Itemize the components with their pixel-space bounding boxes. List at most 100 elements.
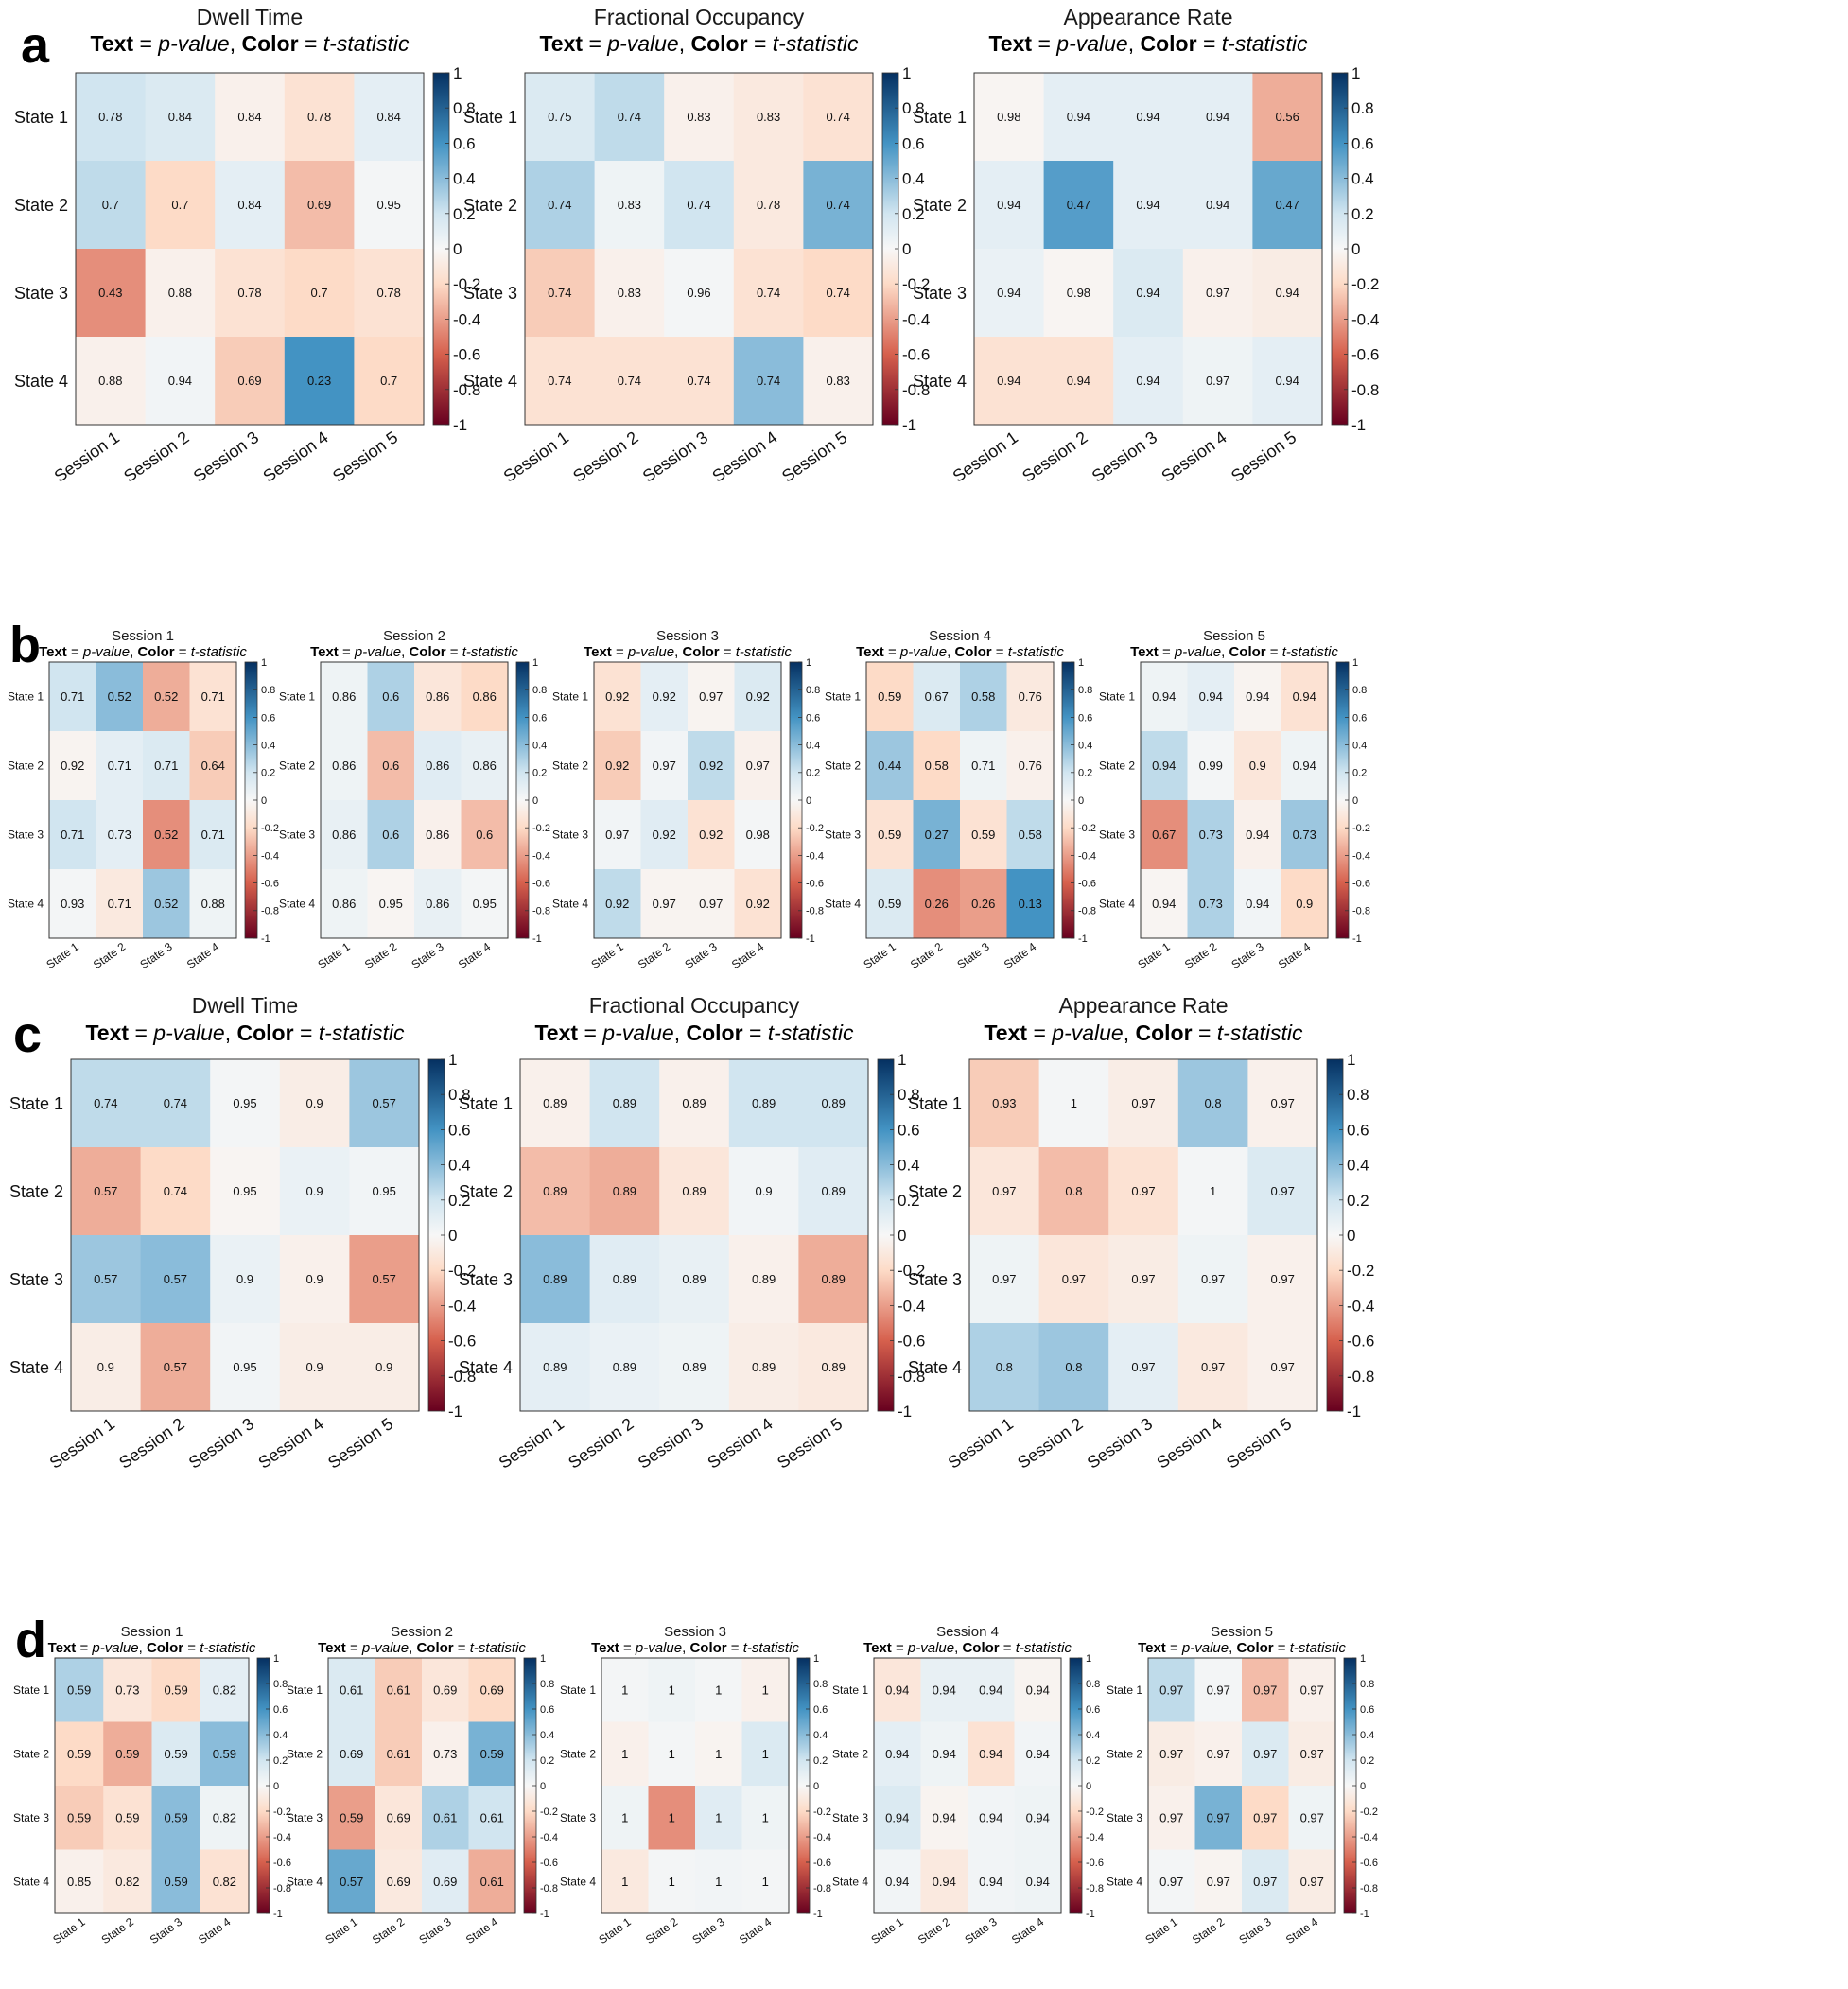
cell-value-label: 0.9: [1249, 759, 1266, 773]
subtitle-comma: ,: [1221, 644, 1229, 660]
cell-value-label: 0.59: [115, 1810, 139, 1824]
subtitle-comma: ,: [954, 1640, 962, 1656]
heatmap-subtitle: Text = p-value, Color = t-statistic: [48, 1640, 256, 1656]
row-tick-label: State 4: [459, 1358, 513, 1377]
colorbar-tick-label: -0.8: [813, 1883, 831, 1894]
subtitle-color-word: Color: [237, 1021, 294, 1045]
subtitle-eq2: =: [720, 644, 736, 660]
subtitle-eq2: =: [446, 644, 462, 660]
cell-value-label: 1: [762, 1810, 769, 1824]
cell-value-label: 0.69: [480, 1683, 504, 1697]
heatmap-cell: [200, 1658, 250, 1722]
cell-value-label: 0.73: [433, 1747, 457, 1761]
cell-value-label: 0.89: [543, 1096, 567, 1110]
colorbar-tick-label: 0: [1078, 795, 1084, 807]
heatmap-cell: [803, 73, 874, 162]
col-tick-label: Session 3: [639, 427, 711, 486]
colorbar-tick-label: -1: [813, 1909, 823, 1920]
cell-value-label: 0.94: [1152, 897, 1176, 911]
cell-value-label: 0.71: [61, 828, 84, 842]
colorbar-tick-label: -0.2: [1086, 1806, 1104, 1818]
colorbar-tick-label: 0.4: [532, 740, 547, 751]
colorbar-tick-label: 0.4: [273, 1730, 288, 1741]
cell-value-label: 0.97: [1206, 374, 1229, 388]
cell-value-label: 0.97: [699, 689, 723, 704]
panel-letter-b: b: [9, 617, 41, 673]
subtitle-comma: ,: [682, 1640, 689, 1656]
col-tick-label: Session 4: [704, 1414, 776, 1473]
cell-value-label: 1: [762, 1747, 769, 1761]
colorbar-tick-label: 1: [1351, 64, 1360, 82]
row-tick-label: State 2: [463, 196, 517, 215]
heatmap-cell: [143, 662, 190, 732]
heatmap-cell: [695, 1786, 742, 1850]
heatmap-cell: [103, 1786, 152, 1850]
heatmap-cell: [1288, 1786, 1336, 1850]
cell-value-label: 0.94: [1276, 286, 1299, 300]
cell-value-label: 0.82: [213, 1875, 236, 1889]
cell-value-label: 0.89: [682, 1096, 706, 1110]
heatmap-cell: [1006, 662, 1055, 732]
cell-value-label: 0.59: [67, 1810, 91, 1824]
subtitle-eq1: =: [578, 1021, 602, 1045]
heatmap-cell: [143, 800, 190, 870]
colorbar-tick-label: 0.4: [1360, 1730, 1374, 1741]
heatmap-cell: [874, 1849, 921, 1914]
colorbar-tick-label: 1: [806, 657, 811, 669]
heatmap-cell: [1141, 869, 1188, 939]
row-tick-label: State 4: [279, 898, 315, 911]
heatmap-cell: [664, 73, 735, 162]
row-tick-label: State 4: [825, 898, 861, 911]
cell-value-label: 0.97: [1253, 1747, 1277, 1761]
subtitle-color-word: Color: [1141, 31, 1197, 56]
heatmap-cell: [664, 249, 735, 338]
colorbar-tick-label: 0.6: [1086, 1704, 1100, 1716]
cell-value-label: 0.89: [613, 1272, 636, 1286]
colorbar-tick-label: 0.2: [273, 1755, 288, 1767]
cell-value-label: 0.61: [387, 1683, 410, 1697]
cell-value-label: 0.78: [237, 286, 261, 300]
heatmap-title: Appearance Rate: [1063, 5, 1232, 29]
col-tick-label: State 2: [370, 1915, 407, 1946]
colorbar-tick-label: 1: [448, 1051, 457, 1069]
cell-value-label: 0.43: [98, 286, 122, 300]
colorbar-tick-label: 0.2: [1078, 768, 1092, 779]
cell-value-label: 0.73: [115, 1683, 139, 1697]
heatmap-cell: [354, 161, 425, 250]
col-tick-label: State 4: [456, 940, 493, 971]
col-tick-label: Session 2: [565, 1414, 636, 1473]
cell-value-label: 0.52: [154, 828, 178, 842]
colorbar-tick-label: 0.8: [261, 685, 275, 696]
col-tick-label: State 1: [596, 1915, 633, 1946]
cell-value-label: 0.94: [933, 1810, 956, 1824]
colorbar-tick-label: -0.4: [1352, 850, 1370, 862]
cell-value-label: 0.59: [878, 828, 901, 842]
col-tick-label: State 1: [1142, 1915, 1179, 1946]
colorbar-tick-label: -0.8: [448, 1368, 476, 1386]
row-tick-label: State 4: [287, 1875, 323, 1888]
heatmap-title: Appearance Rate: [1058, 993, 1228, 1018]
cell-value-label: 0.74: [618, 374, 641, 388]
cell-value-label: 0.89: [543, 1184, 567, 1198]
heatmap-cell: [76, 73, 147, 162]
cell-value-label: 0.97: [992, 1184, 1016, 1198]
cell-value-label: 0.97: [1253, 1875, 1277, 1889]
row-tick-label: State 1: [463, 108, 517, 127]
heatmap-cell: [594, 800, 641, 870]
heatmap-cell: [589, 1147, 660, 1236]
heatmap-subtitle: Text = p-value, Color = t-statistic: [310, 644, 518, 660]
col-tick-label: Session 3: [635, 1414, 706, 1473]
subtitle-eq1: =: [892, 1640, 908, 1656]
heatmap-cell: [594, 731, 641, 801]
heatmap-cell: [1187, 800, 1235, 870]
col-tick-label: Session 5: [774, 1414, 846, 1473]
colorbar-tick-label: 0.8: [1352, 685, 1367, 696]
subtitle-text-word: Text: [988, 31, 1032, 56]
heatmap-cell: [969, 1147, 1040, 1236]
heatmap-cell: [520, 1323, 591, 1412]
col-tick-label: Session 3: [190, 427, 262, 486]
cell-value-label: 0.83: [618, 198, 641, 212]
row-tick-label: State 1: [287, 1684, 323, 1697]
